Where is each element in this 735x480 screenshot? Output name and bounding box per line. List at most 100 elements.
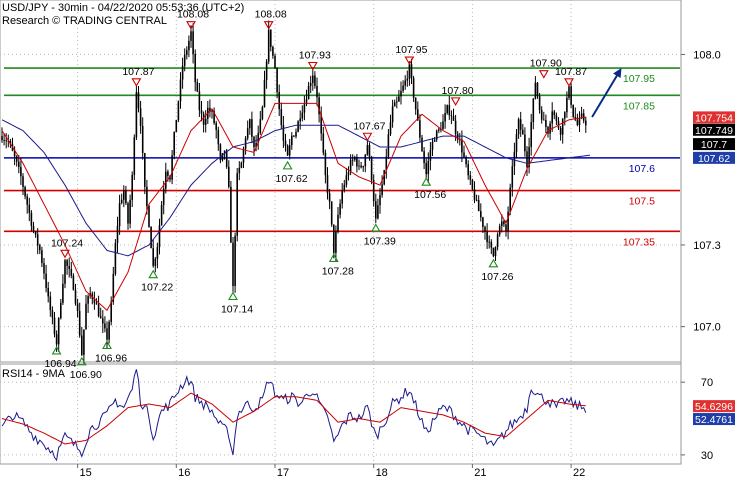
price-candle-body (412, 78, 415, 98)
price-candle-body (104, 323, 106, 329)
pivot-high-marker (307, 61, 318, 71)
price-candle-body (280, 109, 283, 126)
price-badge-bg (693, 111, 735, 124)
price-candle-body (171, 155, 173, 180)
price-candle-body (160, 204, 163, 226)
price-badge-label: 107.7 (701, 139, 727, 151)
price-candle-body (383, 170, 385, 185)
price-candle-body (251, 119, 253, 137)
price-candle-body (282, 125, 285, 141)
price-candle-body (225, 150, 228, 167)
price-candle-body (217, 129, 220, 145)
rsi-line (1, 369, 587, 462)
price-candle-body (270, 29, 272, 47)
price-candle-body (509, 187, 511, 212)
price-candle-body (242, 148, 245, 163)
price-candle-body (444, 113, 446, 122)
price-candle-body (538, 95, 541, 110)
price-candle-body (309, 82, 312, 86)
price-candle-body (452, 116, 455, 121)
rsi-panel-title: RSI14 - 9MA (2, 368, 66, 380)
level-label: 107.6 (629, 163, 655, 175)
price-candle-body (204, 118, 207, 125)
price-candle-body (522, 129, 524, 135)
price-candle-body (156, 247, 159, 259)
price-badge: 107.754 (693, 111, 735, 124)
price-candle-body (60, 302, 62, 319)
price-candle-body (102, 318, 104, 324)
price-candle-body (91, 293, 94, 299)
pivot-high-label: 107.67 (353, 120, 385, 132)
price-candle-body (501, 221, 503, 227)
price-candle-body (28, 204, 31, 213)
price-candle-body (246, 128, 249, 139)
price-candle-body (165, 171, 167, 189)
pivot-low-marker (51, 345, 62, 355)
price-candle-body (354, 157, 356, 160)
price-candle-body (351, 159, 354, 161)
price-candle-body (114, 243, 117, 274)
x-tick-label: 18 (376, 467, 388, 479)
price-candle-body (215, 123, 217, 130)
price-candle-body (125, 190, 127, 204)
price-candle-body (49, 296, 52, 311)
price-candle-body (70, 269, 73, 276)
price-ytick-label: 107.3 (693, 240, 721, 252)
level-label: 107.85 (623, 100, 655, 112)
price-candle-body (223, 150, 226, 154)
price-candle-body (324, 152, 327, 176)
price-candle-body (234, 235, 236, 286)
price-candle-body (32, 225, 35, 232)
price-candle-body (108, 322, 110, 340)
price-candle-body (274, 55, 276, 69)
price-candle-body (106, 328, 108, 340)
price-candle-body (328, 193, 331, 202)
price-candle-body (370, 157, 373, 181)
pivot-high-marker (404, 56, 415, 66)
price-candle-body (515, 134, 518, 152)
price-candle-body (118, 203, 121, 227)
price-candle-body (379, 194, 381, 206)
pivot-low-label: 107.56 (414, 189, 446, 201)
price-candle-body (507, 211, 509, 231)
price-candle-body (540, 109, 543, 120)
price-candle-body (377, 205, 379, 219)
price-candle-body (295, 131, 297, 137)
pivot-low-label: 107.14 (221, 304, 253, 316)
price-candle-body (393, 102, 396, 107)
rsi-panel-frame (0, 363, 682, 465)
price-candle-body (555, 115, 558, 121)
price-candle-body (517, 119, 520, 135)
price-candle-body (465, 156, 467, 165)
price-candle-body (81, 335, 83, 355)
pivot-low-label: 107.26 (481, 271, 513, 283)
price-candle-body (120, 199, 123, 204)
price-candle-body (475, 199, 478, 201)
price-candle-body (87, 296, 89, 304)
pivot-high-marker (60, 249, 70, 259)
price-candle-body (259, 119, 262, 134)
price-candle-body (347, 172, 350, 176)
price-candle-body (337, 214, 339, 232)
price-candle-body (435, 130, 438, 140)
price-candle-body (137, 92, 140, 109)
price-candle-body (496, 234, 499, 247)
price-candle-body (66, 260, 68, 266)
price-candle-body (173, 132, 175, 156)
price-candle-body (150, 226, 152, 249)
price-candle-body (463, 152, 465, 157)
price-candle-body (148, 206, 150, 227)
price-candle-body (57, 318, 60, 345)
price-candle-body (486, 231, 488, 243)
pivot-high-marker (450, 97, 461, 106)
price-candle-body (333, 224, 335, 253)
price-candle-body (291, 135, 293, 146)
price-candle-body (402, 85, 404, 91)
price-candle-body (34, 231, 37, 235)
price-candle-body (30, 212, 33, 226)
price-candle-body (345, 175, 348, 185)
pivot-low-marker (421, 177, 432, 186)
price-candle-body (442, 121, 444, 130)
price-candle-body (162, 188, 165, 205)
